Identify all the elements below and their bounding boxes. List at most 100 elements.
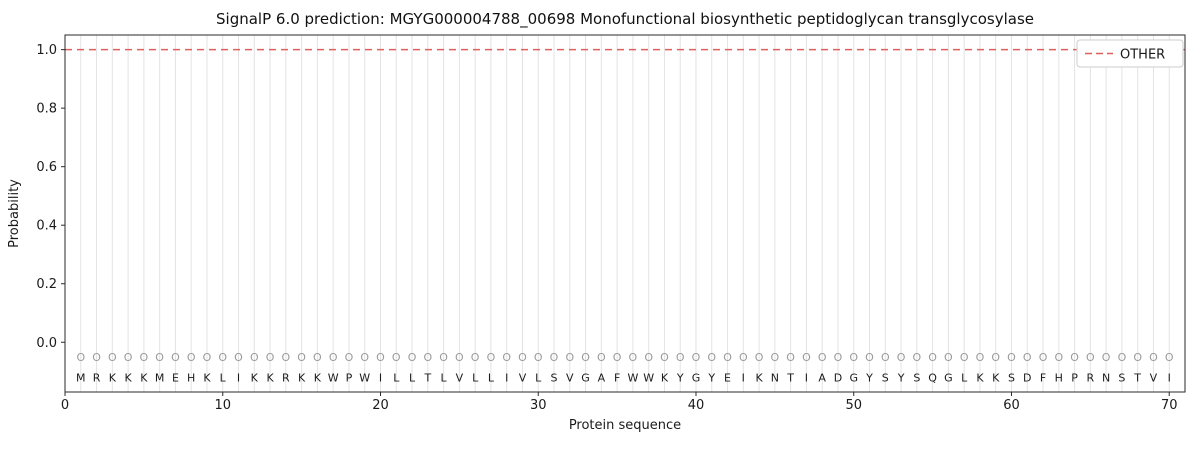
x-tick-label: 70 [1161, 398, 1178, 413]
sequence-residue: W [328, 372, 339, 385]
sequence-residue: M [155, 372, 165, 385]
sequence-residue: I [805, 372, 808, 385]
predicted-label: O [266, 351, 275, 364]
predicted-label: O [360, 351, 369, 364]
y-tick-label: 0.0 [36, 336, 57, 351]
sequence-residue: M [76, 372, 86, 385]
sequence-residue: K [124, 372, 132, 385]
sequence-residue: L [472, 372, 479, 385]
sequence-residue: I [505, 372, 508, 385]
predicted-label: O [629, 351, 638, 364]
sequence-residue: G [581, 372, 590, 385]
predicted-label: O [171, 351, 180, 364]
predicted-label: O [1133, 351, 1142, 364]
predicted-label: O [487, 351, 496, 364]
sequence-residue: T [423, 372, 431, 385]
sequence-residue: W [627, 372, 638, 385]
sequence-residue: I [742, 372, 745, 385]
x-tick-label: 50 [845, 398, 862, 413]
sequence-residue: A [818, 372, 826, 385]
predicted-label: O [502, 351, 511, 364]
predicted-label: O [755, 351, 764, 364]
sequence-residue: H [1055, 372, 1063, 385]
predicted-label: O [1149, 351, 1158, 364]
sequence-residue: E [724, 372, 731, 385]
sequence-residue: K [314, 372, 322, 385]
axes-spines [64, 34, 1186, 393]
predicted-label: O [818, 351, 827, 364]
sequence-residue: W [359, 372, 370, 385]
sequence-residue: L [220, 372, 227, 385]
predicted-label: O [534, 351, 543, 364]
predicted-label: O [471, 351, 480, 364]
sequence-residue: L [961, 372, 968, 385]
predicted-label: O [976, 351, 985, 364]
sequence-residue: I [237, 372, 240, 385]
sequence-residue: S [1008, 372, 1015, 385]
sequence-residue: S [882, 372, 889, 385]
sequence-residue: R [282, 372, 290, 385]
sequence-residue: H [187, 372, 195, 385]
chart-title: SignalP 6.0 prediction: MGYG000004788_00… [216, 10, 1034, 28]
predicted-label: O [329, 351, 338, 364]
sequence-residue: V [519, 372, 527, 385]
sequence-residue: K [992, 372, 1000, 385]
predicted-label: O [565, 351, 574, 364]
predicted-label: O [92, 351, 101, 364]
sequence-residue: L [409, 372, 416, 385]
predicted-label: O [124, 351, 133, 364]
predicted-label: O [707, 351, 716, 364]
predicted-label: O [1102, 351, 1111, 364]
predicted-label: O [613, 351, 622, 364]
sequence-residue: N [771, 372, 779, 385]
predicted-label: O [849, 351, 858, 364]
x-tick-label: 60 [1003, 398, 1020, 413]
y-tick-label: 1.0 [36, 43, 57, 58]
sequence-residue: K [755, 372, 763, 385]
predicted-label: O [203, 351, 212, 364]
predicted-label: O [739, 351, 748, 364]
x-tick-label: 0 [61, 398, 69, 413]
sequence-residue: Y [865, 372, 873, 385]
sequence-residue: Q [928, 372, 937, 385]
sequence-residue: I [1168, 372, 1171, 385]
predicted-label: O [1007, 351, 1016, 364]
predicted-label: O [865, 351, 874, 364]
predicted-label: O [439, 351, 448, 364]
predicted-label: O [1039, 351, 1048, 364]
legend-box [1076, 39, 1184, 68]
x-tick-label: 10 [214, 398, 231, 413]
predicted-label: O [392, 351, 401, 364]
sequence-residue: I [379, 372, 382, 385]
y-tick-label: 0.8 [36, 102, 57, 117]
predicted-label: O [944, 351, 953, 364]
predicted-label: O [234, 351, 243, 364]
sequence-residue: L [535, 372, 542, 385]
predicted-label: O [297, 351, 306, 364]
predicted-label: O [692, 351, 701, 364]
predicted-label: O [881, 351, 890, 364]
predicted-label: O [1165, 351, 1174, 364]
sequence-residue: K [251, 372, 259, 385]
sequence-residue: K [298, 372, 306, 385]
predicted-label: O [218, 351, 227, 364]
sequence-residue: G [849, 372, 858, 385]
x-axis-label: Protein sequence [569, 418, 681, 433]
predicted-label: O [423, 351, 432, 364]
predicted-label: O [282, 351, 291, 364]
x-tick-label: 40 [688, 398, 705, 413]
sequence-residue: K [266, 372, 274, 385]
x-axis-ticks: 0 10 20 30 40 50 60 70 [61, 392, 1178, 413]
sequence-residue: S [551, 372, 558, 385]
predicted-label: O [581, 351, 590, 364]
sequence-residue: K [109, 372, 117, 385]
predicted-label: O [345, 351, 354, 364]
sequence-residue: F [614, 372, 620, 385]
sequence-residue: S [913, 372, 920, 385]
legend: OTHER [1076, 39, 1184, 68]
predicted-label: O [250, 351, 259, 364]
sequence-residue: A [598, 372, 606, 385]
sequence-residue: V [566, 372, 574, 385]
sequence-residue: L [441, 372, 448, 385]
